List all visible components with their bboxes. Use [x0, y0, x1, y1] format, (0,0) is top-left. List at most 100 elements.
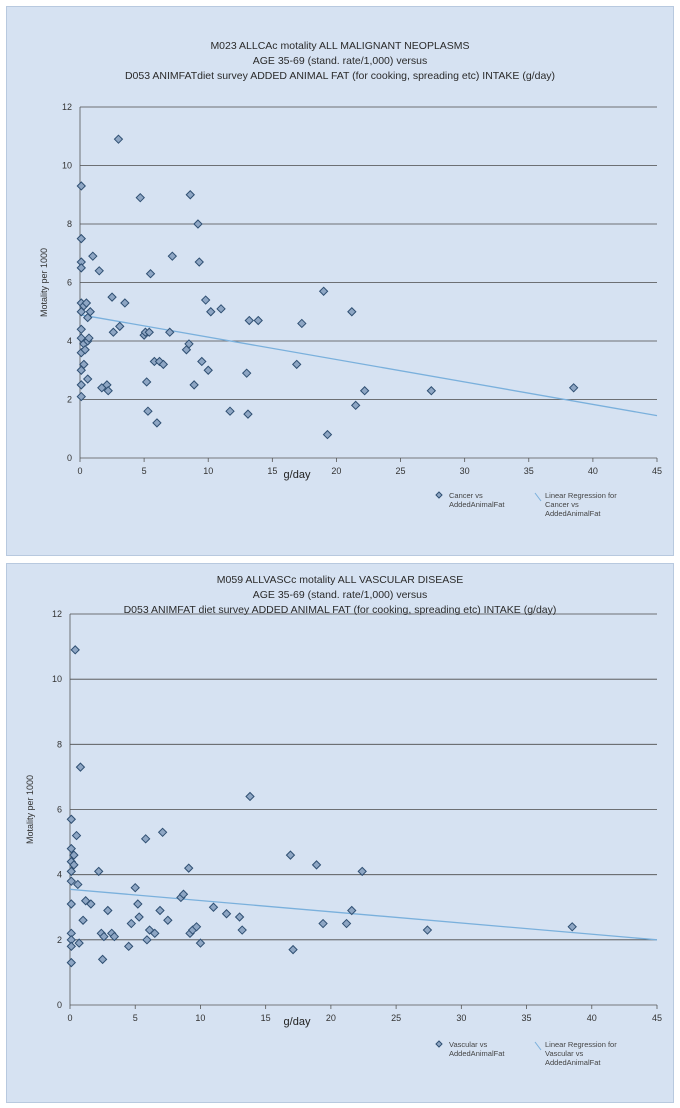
data-point	[196, 939, 204, 947]
data-point	[226, 407, 234, 415]
y-tick-label: 12	[52, 609, 62, 619]
data-point	[352, 401, 360, 409]
data-point	[570, 384, 578, 392]
data-point	[77, 182, 85, 190]
data-point	[289, 946, 297, 954]
y-tick-label: 8	[57, 739, 62, 749]
y-tick-label: 6	[67, 278, 72, 288]
data-point	[67, 900, 75, 908]
data-point	[67, 942, 75, 950]
y-tick-label: 0	[67, 453, 72, 463]
data-point	[114, 135, 122, 143]
y-tick-label: 2	[57, 935, 62, 945]
data-point	[73, 832, 81, 840]
y-tick-label: 10	[62, 161, 72, 171]
legend-label: Linear Regression for	[545, 491, 617, 500]
legend-label: Vascular vs	[545, 1049, 583, 1058]
data-point	[104, 907, 112, 915]
x-axis-label: g/day	[284, 1016, 311, 1028]
x-tick-label: 25	[391, 1013, 401, 1023]
data-point	[67, 815, 75, 823]
data-point	[125, 942, 133, 950]
data-point	[202, 296, 210, 304]
data-point	[159, 828, 167, 836]
y-tick-label: 4	[67, 336, 72, 346]
data-point	[67, 959, 75, 967]
data-point	[427, 387, 435, 395]
x-tick-label: 0	[77, 466, 82, 476]
data-point	[136, 194, 144, 202]
data-point	[423, 926, 431, 934]
legend-label: AddedAnimalFat	[449, 500, 505, 509]
x-tick-label: 5	[133, 1013, 138, 1023]
data-point	[109, 328, 117, 336]
data-point	[108, 293, 116, 301]
legend-label: AddedAnimalFat	[545, 1058, 601, 1067]
data-point	[320, 287, 328, 295]
data-point	[143, 936, 151, 944]
data-point	[245, 317, 253, 325]
legend-line-marker	[535, 493, 541, 501]
data-point	[79, 916, 87, 924]
data-point	[131, 884, 139, 892]
data-point	[71, 646, 79, 654]
legend-label: AddedAnimalFat	[449, 1049, 505, 1058]
x-tick-label: 10	[203, 466, 213, 476]
vascular-scatter-plot: 0 2 4 6 8 10 12 0 5 10 15 20 25 30 35 40 45 g/day Motality…	[7, 564, 673, 1102]
x-tick-label: 35	[522, 1013, 532, 1023]
data-point	[568, 923, 576, 931]
data-point	[153, 419, 161, 427]
data-point	[246, 792, 254, 800]
x-axis-label: g/day	[284, 469, 311, 481]
data-point	[99, 955, 107, 963]
y-axis-label: Motality per 1000	[39, 248, 49, 317]
data-point	[134, 900, 142, 908]
x-tick-label: 15	[267, 466, 277, 476]
data-point	[135, 913, 143, 921]
data-point	[243, 369, 251, 377]
data-point	[204, 366, 212, 374]
data-point	[168, 252, 176, 260]
data-point	[164, 916, 172, 924]
data-point	[236, 913, 244, 921]
data-point	[323, 431, 331, 439]
data-point	[75, 939, 83, 947]
x-tick-label: 15	[261, 1013, 271, 1023]
data-point	[77, 235, 85, 243]
data-point	[194, 220, 202, 228]
cancer-chart: M023 ALLCAc motality ALL MALIGNANT NEOPL…	[6, 6, 674, 556]
y-tick-label: 6	[57, 805, 62, 815]
data-point	[293, 360, 301, 368]
data-point	[313, 861, 321, 869]
y-tick-label: 4	[57, 870, 62, 880]
legend-marker	[436, 492, 442, 498]
data-point	[76, 763, 84, 771]
data-point	[77, 325, 85, 333]
data-point	[198, 357, 206, 365]
x-tick-label: 30	[456, 1013, 466, 1023]
data-point	[217, 305, 225, 313]
x-tick-label: 25	[396, 466, 406, 476]
data-point	[121, 299, 129, 307]
legend-label: Vascular vs	[449, 1040, 487, 1049]
data-point	[89, 252, 97, 260]
x-tick-label: 45	[652, 466, 662, 476]
vascular-chart: M059 ALLVASCc motality ALL VASCULAR DISE…	[6, 563, 674, 1103]
legend-label: AddedAnimalFat	[545, 509, 601, 518]
data-point	[95, 867, 103, 875]
data-point	[127, 920, 135, 928]
y-tick-label: 2	[67, 395, 72, 405]
x-tick-label: 10	[195, 1013, 205, 1023]
data-point	[77, 264, 85, 272]
data-point	[244, 410, 252, 418]
legend-label: Linear Regression for	[545, 1040, 617, 1049]
y-tick-label: 10	[52, 674, 62, 684]
data-point	[185, 864, 193, 872]
y-tick-label: 8	[67, 219, 72, 229]
data-point	[116, 322, 124, 330]
data-point	[343, 920, 351, 928]
x-tick-label: 30	[460, 466, 470, 476]
x-tick-label: 5	[142, 466, 147, 476]
data-point	[186, 191, 194, 199]
